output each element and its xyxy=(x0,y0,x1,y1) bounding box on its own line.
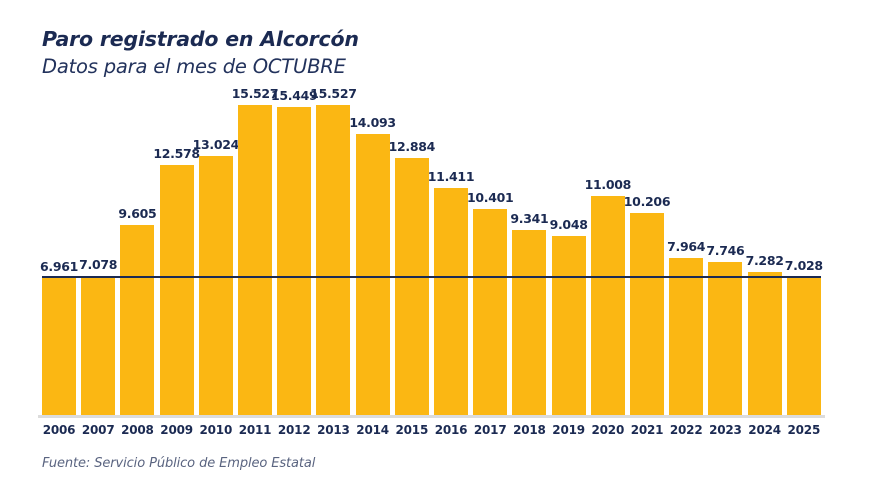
bar xyxy=(120,224,155,415)
bar-value-label: 12.884 xyxy=(388,139,436,155)
x-axis-tick-label: 2013 xyxy=(317,423,350,437)
x-axis-tick-label: 2007 xyxy=(81,423,115,437)
bar xyxy=(277,106,312,415)
bar-value-label: 14.093 xyxy=(349,115,396,131)
bar-value-label: 12.578 xyxy=(153,145,200,161)
source-note: Fuente: Servicio Público de Empleo Estat… xyxy=(42,456,316,471)
bar xyxy=(198,155,233,415)
bar-value-label: 9.341 xyxy=(510,211,549,227)
bar-value-label: 15.527 xyxy=(231,86,279,101)
bar-value-label: 9.048 xyxy=(549,217,588,233)
x-axis-tick-label: 2021 xyxy=(630,423,664,437)
x-axis-tick-label: 2018 xyxy=(513,423,546,437)
bar xyxy=(512,230,547,415)
bar-value-label: 7.964 xyxy=(667,239,706,255)
bar-value-label: 10.206 xyxy=(623,193,671,209)
bar xyxy=(473,208,508,415)
bar xyxy=(669,258,704,415)
x-axis-tick-label: 2025 xyxy=(787,423,821,437)
bar xyxy=(590,196,625,415)
x-axis-tick-label: 2011 xyxy=(238,423,272,437)
bar-value-label: 11.008 xyxy=(584,177,632,193)
bar-value-label: 10.401 xyxy=(466,189,514,205)
x-axis-tick-label: 2009 xyxy=(160,423,193,437)
x-axis-tick-label: 2006 xyxy=(42,423,76,437)
bar xyxy=(434,188,468,415)
x-axis-tick-label: 2017 xyxy=(473,423,507,437)
bar xyxy=(630,212,664,415)
bar-value-label: 7.028 xyxy=(784,258,823,273)
bar-value-label: 15.527 xyxy=(310,86,357,101)
bar xyxy=(355,134,390,415)
bar-value-label: 13.024 xyxy=(192,136,240,152)
bar-value-label: 9.605 xyxy=(118,205,157,221)
bar xyxy=(786,277,821,415)
bar xyxy=(747,271,782,415)
x-axis-tick-label: 2023 xyxy=(709,423,742,437)
bar xyxy=(238,105,272,415)
page-title: Paro registrado en Alcorcón xyxy=(42,27,359,51)
x-axis-tick-label: 2020 xyxy=(591,423,625,437)
x-axis-tick-label: 2012 xyxy=(277,423,311,437)
x-axis-tick-label: 2014 xyxy=(356,423,389,437)
bar-value-label: 7.078 xyxy=(79,256,118,272)
x-axis-tick-label: 2019 xyxy=(552,423,585,437)
chart-header: Paro registrado en Alcorcón Datos para e… xyxy=(42,26,742,80)
bar xyxy=(551,236,586,415)
bar xyxy=(159,164,194,415)
reference-line xyxy=(42,276,821,278)
x-axis-tick-label: 2016 xyxy=(434,423,468,437)
bar-value-label: 6.961 xyxy=(39,259,79,275)
chart-subtitle: Datos para el mes de OCTUBRE xyxy=(42,55,346,78)
bar-value-label: 15.449 xyxy=(270,87,318,103)
bar-value-label: 7.746 xyxy=(706,243,745,259)
bar-value-label: 11.411 xyxy=(427,169,475,185)
bar xyxy=(708,262,743,415)
x-axis-tick-label: 2008 xyxy=(121,423,154,437)
x-axis-tick-label: 2022 xyxy=(669,423,703,437)
x-axis-tick-label: 2015 xyxy=(395,423,429,437)
bar xyxy=(42,278,76,415)
bar xyxy=(394,158,429,415)
x-axis-tick-label: 2024 xyxy=(748,423,781,437)
bar xyxy=(81,275,116,415)
bar xyxy=(316,105,351,415)
bar-value-label: 7.282 xyxy=(745,252,784,268)
x-axis-tick-label: 2010 xyxy=(199,423,233,437)
axis-baseline xyxy=(38,415,825,418)
